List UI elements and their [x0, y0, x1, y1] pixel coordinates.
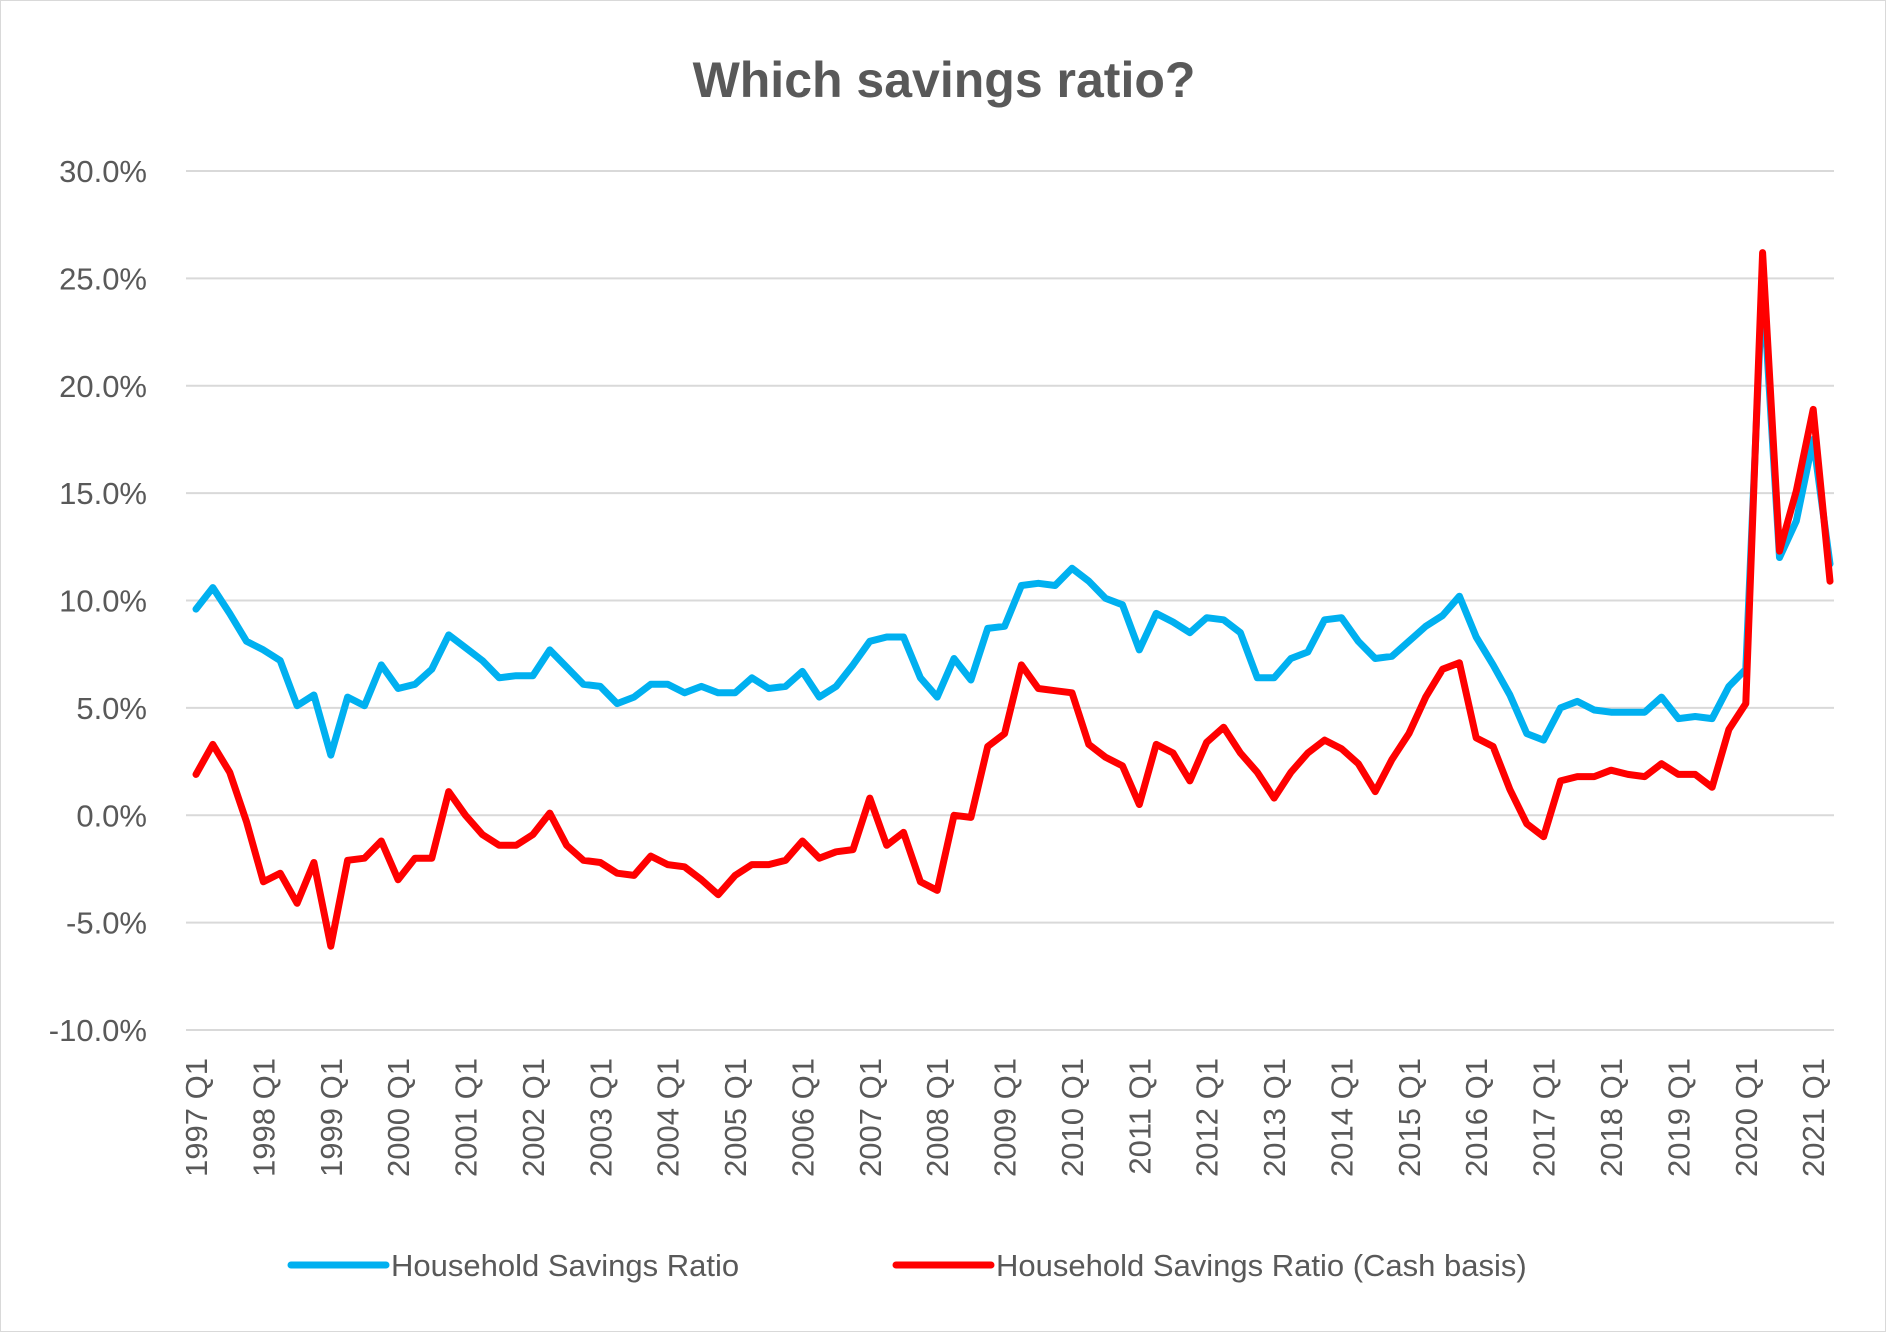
- x-tick-label: 1999 Q1: [314, 1058, 349, 1177]
- y-tick-label: 15.0%: [59, 476, 147, 511]
- legend: Household Savings Ratio Household Savings…: [287, 1248, 1527, 1283]
- y-tick-label: 20.0%: [59, 369, 147, 404]
- gridlines: [186, 170, 1834, 1031]
- x-tick-label: 2005 Q1: [718, 1058, 753, 1177]
- x-tick-label: 2009 Q1: [988, 1058, 1023, 1177]
- x-tick-label: 2008 Q1: [920, 1058, 955, 1177]
- y-tick-label: 30.0%: [59, 154, 147, 189]
- x-axis-ticks: 1997 Q1 1998 Q1 1999 Q1 2000 Q1 2001 Q1 2002 …: [179, 1058, 1831, 1177]
- x-tick-label: 1998 Q1: [246, 1058, 281, 1177]
- x-tick-label: 2011 Q1: [1122, 1058, 1157, 1175]
- series-lines: [192, 249, 1834, 950]
- x-tick-label: 2012 Q1: [1190, 1058, 1225, 1177]
- y-axis-ticks: -10.0% -5.0% 0.0% 5.0% 10.0% 15.0% 20.0% 25.0% 3…: [49, 154, 147, 1048]
- y-tick-label: 25.0%: [59, 261, 147, 296]
- y-tick-label: 5.0%: [76, 691, 147, 726]
- y-tick-label: 0.0%: [76, 798, 147, 833]
- x-tick-label: 2006 Q1: [785, 1058, 820, 1177]
- chart-title: Which savings ratio?: [693, 52, 1196, 108]
- x-tick-label: 2017 Q1: [1527, 1058, 1562, 1177]
- x-tick-label: 2016 Q1: [1459, 1058, 1494, 1177]
- x-tick-label: 2013 Q1: [1257, 1058, 1292, 1177]
- series-line-2: [192, 249, 1834, 950]
- y-tick-label: 10.0%: [59, 584, 147, 619]
- x-tick-label: 2021 Q1: [1796, 1058, 1831, 1177]
- x-tick-label: 2003 Q1: [583, 1058, 618, 1177]
- x-tick-label: 2015 Q1: [1392, 1058, 1427, 1177]
- x-tick-label: 2004 Q1: [651, 1058, 686, 1177]
- legend-label: Household Savings Ratio (Cash basis): [996, 1248, 1527, 1283]
- x-tick-label: 2019 Q1: [1661, 1058, 1696, 1177]
- x-tick-label: 2020 Q1: [1729, 1058, 1764, 1177]
- x-tick-label: 2000 Q1: [381, 1058, 416, 1177]
- x-tick-label: 2007 Q1: [853, 1058, 888, 1177]
- x-tick-label: 2002 Q1: [516, 1058, 551, 1177]
- legend-label: Household Savings Ratio: [391, 1248, 739, 1283]
- x-tick-label: 2001 Q1: [449, 1058, 484, 1177]
- x-tick-label: 2018 Q1: [1594, 1058, 1629, 1177]
- y-tick-label: -10.0%: [49, 1013, 147, 1048]
- x-tick-label: 1997 Q1: [179, 1058, 214, 1177]
- y-tick-label: -5.0%: [66, 906, 147, 941]
- x-tick-label: 2010 Q1: [1055, 1058, 1090, 1177]
- x-tick-label: 2014 Q1: [1324, 1058, 1359, 1177]
- series-line-1: [192, 274, 1834, 759]
